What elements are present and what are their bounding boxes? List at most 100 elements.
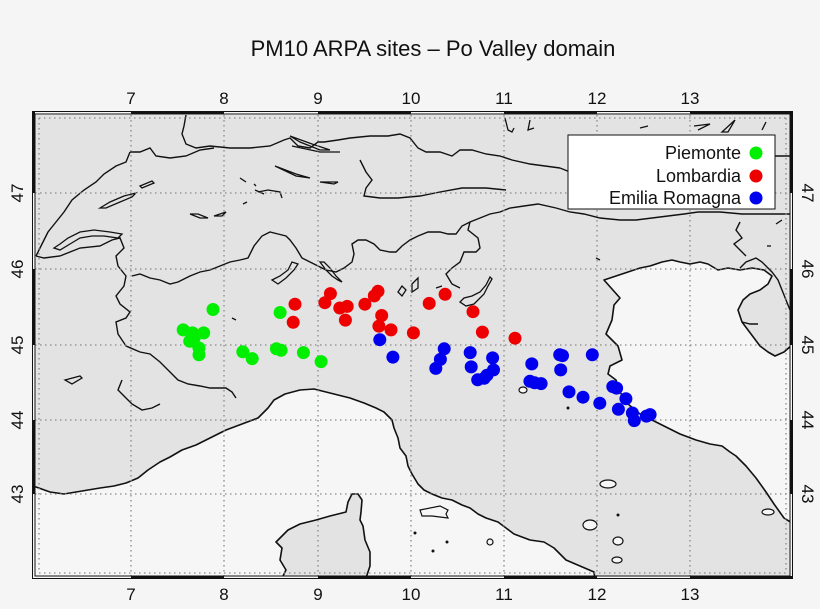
lake-neuchatel (97, 191, 139, 209)
site-marker-lombardia (406, 326, 420, 340)
legend-label-emilia-romagna: Emilia Romagna (609, 188, 742, 208)
site-marker-emilia-romagna (480, 368, 494, 382)
border-italy-switzerland (35, 237, 237, 399)
site-marker-emilia-romagna (562, 385, 576, 399)
legend: Piemonte Lombardia Emilia Romagna (567, 134, 776, 210)
y-tick-label: 47 (8, 184, 27, 203)
y-tick-label: 47 (798, 184, 817, 203)
x-tick-label: 8 (219, 89, 228, 108)
lake (257, 189, 283, 199)
site-marker-lombardia (475, 325, 489, 339)
lake (189, 213, 209, 219)
site-marker-emilia-romagna (627, 414, 641, 428)
y-tick-label: 43 (8, 485, 27, 504)
border-north-upper (130, 147, 215, 159)
site-marker-piemonte (245, 352, 259, 366)
graticule (35, 115, 790, 576)
border-alps-main (131, 203, 790, 285)
y-tick-label: 45 (798, 336, 817, 355)
lake (761, 121, 767, 131)
site-marker-emilia-romagna (486, 351, 500, 365)
site-marker-emilia-romagna (463, 346, 477, 360)
site-marker-piemonte (273, 306, 287, 319)
y-tick-label: 44 (798, 411, 817, 430)
site-marker-piemonte (274, 343, 288, 357)
x-tick-label: 13 (681, 89, 700, 108)
site-marker-emilia-romagna (643, 408, 657, 422)
site-marker-lombardia (508, 331, 522, 345)
lake (274, 165, 311, 179)
lake-geneva (52, 229, 124, 251)
island (486, 538, 494, 546)
x-tick-label: 9 (313, 585, 322, 604)
lake (527, 119, 535, 131)
site-marker-piemonte (236, 345, 250, 359)
y-tick-label: 46 (8, 260, 27, 279)
lake (504, 117, 515, 133)
site-marker-lombardia (422, 296, 436, 310)
site-marker-lombardia (288, 297, 302, 311)
lake (595, 257, 601, 261)
site-marker-emilia-romagna (429, 361, 443, 375)
site-marker-emilia-romagna (386, 350, 400, 364)
legend-marker-lombardia (749, 169, 763, 183)
site-marker-piemonte (206, 303, 220, 316)
lake (63, 375, 84, 385)
site-marker-emilia-romagna (576, 390, 590, 404)
lake (639, 125, 649, 129)
site-marker-lombardia (286, 315, 300, 329)
site-marker-lombardia (438, 287, 452, 301)
site-marker-lombardia (358, 297, 372, 311)
x-tick-label: 10 (402, 89, 421, 108)
site-marker-lombardia (375, 309, 389, 322)
lake-como (318, 261, 343, 283)
legend-label-lombardia: Lombardia (656, 166, 742, 186)
legend-marker-piemonte (749, 146, 763, 160)
lake (291, 145, 340, 153)
lake (239, 177, 247, 183)
lake (319, 181, 339, 185)
site-marker-emilia-romagna (437, 342, 451, 356)
border-west (35, 151, 131, 257)
site-marker-lombardia (384, 323, 398, 337)
site-marker-emilia-romagna (610, 381, 624, 395)
y-tick-labels-right: 43 44 45 46 47 (798, 184, 817, 504)
site-marker-emilia-romagna (554, 363, 568, 377)
x-tick-label: 12 (588, 585, 607, 604)
lake-garda (458, 275, 493, 307)
x-tick-labels-top: 7 8 9 10 11 12 13 (126, 89, 699, 108)
site-marker-emilia-romagna (611, 402, 625, 416)
lake (411, 276, 419, 294)
site-marker-piemonte (187, 330, 201, 344)
border-line (741, 321, 758, 325)
x-tick-label: 13 (681, 585, 700, 604)
site-marker-emilia-romagna (585, 348, 599, 362)
site-markers (176, 284, 657, 428)
x-tick-label: 11 (495, 89, 513, 108)
site-marker-piemonte (314, 355, 328, 369)
site-marker-emilia-romagna (525, 357, 539, 371)
site-marker-lombardia (371, 284, 385, 298)
island (761, 508, 775, 516)
site-marker-emilia-romagna (373, 333, 387, 347)
lake-maggiore (270, 261, 300, 285)
x-tick-label: 8 (219, 585, 228, 604)
site-marker-lombardia (338, 313, 352, 327)
x-tick-label: 7 (126, 585, 135, 604)
border-austria-lower (445, 221, 481, 289)
lake (693, 123, 711, 131)
lake (231, 317, 237, 321)
y-tick-label: 43 (798, 485, 817, 504)
x-tick-label: 12 (588, 89, 607, 108)
site-marker-emilia-romagna (534, 377, 548, 391)
border-france-switzerland (181, 115, 561, 169)
lake-iseo (397, 284, 407, 298)
border-france-italy-south (117, 379, 161, 411)
border-northeast (359, 159, 507, 199)
lake (775, 219, 783, 225)
site-marker-piemonte (296, 346, 310, 360)
lake (435, 285, 443, 289)
site-marker-emilia-romagna (619, 392, 633, 406)
x-tick-label: 11 (495, 585, 513, 604)
